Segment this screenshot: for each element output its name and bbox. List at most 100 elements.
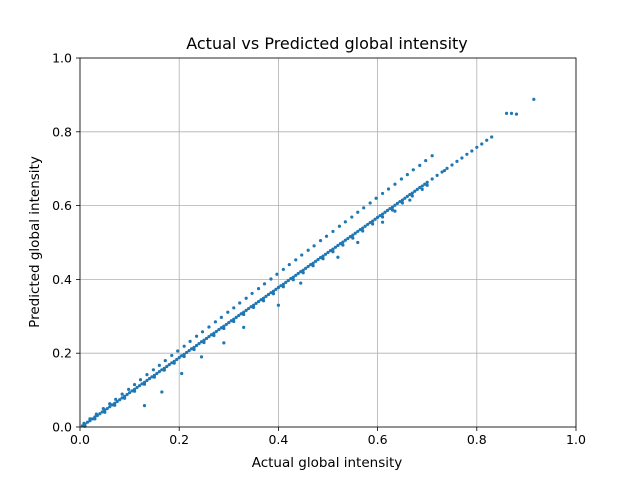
scatter-point: [224, 322, 228, 327]
scatter-point: [368, 201, 372, 205]
scatter-point: [399, 177, 404, 181]
scatter-point: [514, 112, 519, 116]
scatter-point: [249, 305, 253, 309]
scatter-point: [194, 334, 199, 338]
scatter-point: [242, 310, 246, 314]
scatter-point: [350, 215, 354, 219]
scatter-point: [261, 296, 266, 300]
scatter-point: [393, 203, 397, 207]
scatter-point: [142, 382, 147, 386]
scatter-point: [128, 391, 132, 395]
scatter-point: [227, 320, 231, 325]
scatter-point: [192, 345, 196, 349]
scatter-point: [388, 206, 392, 211]
scatter-point: [405, 194, 409, 198]
scatter-point: [337, 224, 342, 228]
scatter-point: [82, 421, 86, 425]
scatter-point: [442, 168, 447, 173]
scatter-point: [180, 371, 184, 376]
scatter-point: [281, 282, 285, 286]
scatter-point: [108, 402, 112, 406]
scatter-point: [425, 180, 429, 184]
scatter-point: [309, 263, 313, 267]
scatter-point: [244, 296, 248, 300]
scatter-point: [242, 312, 246, 317]
scatter-point: [130, 389, 134, 393]
scatter-point: [316, 257, 320, 262]
scatter-point: [321, 257, 325, 261]
scatter-point: [306, 264, 310, 269]
x-tick-label: 0.4: [268, 432, 288, 447]
scatter-point: [226, 310, 230, 314]
scatter-point: [450, 163, 454, 167]
scatter-point: [120, 396, 124, 400]
grid: [79, 57, 577, 428]
scatter-point: [380, 191, 385, 196]
y-axis-label: Predicted global intensity: [27, 156, 43, 328]
scatter-point: [197, 342, 201, 346]
scatter-point: [199, 355, 204, 359]
scatter-point: [393, 209, 397, 213]
scatter-point: [425, 183, 429, 187]
x-tick-label: 0.6: [368, 432, 388, 447]
scatter-point: [113, 403, 117, 407]
scatter-point: [160, 368, 164, 372]
scatter-point: [276, 285, 280, 290]
scatter-point: [405, 173, 409, 177]
scatter-point: [306, 248, 310, 252]
scatter-point: [222, 341, 226, 345]
scatter-point: [187, 349, 191, 353]
scatter-point: [127, 387, 131, 391]
scatter-point: [182, 344, 186, 348]
axis-ticks: 0.0 0.2 0.4 0.6 0.8 1.0 0.0 0.2 0.4 0.6 0.8 1.0: [52, 51, 586, 448]
scatter-point: [331, 247, 335, 251]
scatter-point: [470, 149, 474, 153]
y-tick-label: 1.0: [52, 51, 72, 66]
scatter-point: [110, 403, 114, 407]
scatter-point: [403, 196, 407, 200]
scatter-point: [157, 370, 161, 374]
scatter-point: [212, 333, 216, 338]
scatter-point: [301, 271, 305, 275]
scatter-point: [380, 220, 385, 224]
scatter-point: [323, 252, 328, 256]
scatter-point: [398, 199, 402, 204]
scatter-point: [254, 301, 258, 305]
scatter-point: [366, 222, 370, 227]
scatter-point: [142, 403, 147, 408]
scatter-point: [162, 368, 166, 372]
scatter-point: [271, 292, 276, 296]
scatter-point: [356, 229, 360, 234]
scatter-point: [455, 159, 459, 163]
scatter-point: [137, 384, 142, 388]
scatter-point: [318, 239, 323, 243]
scatter-point: [145, 378, 149, 383]
scatter-point: [460, 156, 464, 160]
scatter-point: [219, 326, 223, 330]
scatter-point: [408, 198, 412, 202]
scatter-point: [351, 233, 355, 237]
scatter-point: [152, 375, 156, 379]
scatter-point: [135, 385, 139, 390]
scatter-point: [213, 320, 218, 324]
scatter-point: [94, 412, 98, 416]
scatter-point: [261, 299, 266, 303]
scatter-point: [266, 292, 271, 297]
scatter-point: [380, 212, 385, 216]
scatter-point: [120, 392, 124, 396]
scatter-point: [199, 340, 204, 344]
scatter-point: [328, 249, 333, 253]
scatter-point: [400, 198, 404, 202]
scatter-point: [385, 208, 390, 212]
scatter-point: [287, 263, 291, 267]
scatter-point: [465, 152, 469, 156]
y-tick-label: 0.4: [52, 272, 72, 287]
scatter-point: [207, 334, 211, 339]
scatter-point: [182, 352, 186, 356]
scatter-point: [98, 412, 102, 416]
scatter-point: [353, 231, 357, 235]
scatter-point: [430, 154, 434, 158]
scatter-point: [155, 371, 159, 376]
scatter-point: [532, 97, 536, 101]
scatter-point: [504, 111, 509, 115]
